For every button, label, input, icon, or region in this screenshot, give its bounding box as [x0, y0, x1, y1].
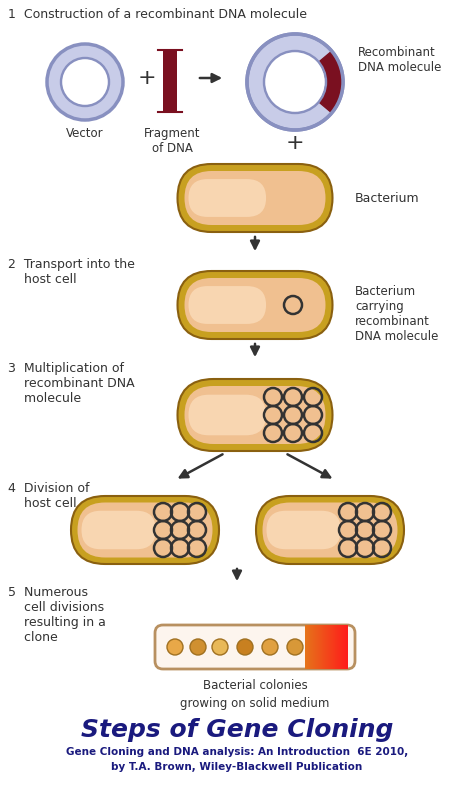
Bar	[326, 625, 327, 669]
Text: 3  Multiplication of
    recombinant DNA
    molecule: 3 Multiplication of recombinant DNA mole…	[8, 362, 135, 405]
FancyBboxPatch shape	[177, 379, 332, 451]
Bar	[330, 625, 331, 669]
Circle shape	[61, 58, 109, 106]
Circle shape	[264, 51, 326, 113]
Text: 5  Numerous
    cell divisions
    resulting in a
    clone: 5 Numerous cell divisions resulting in a…	[8, 586, 106, 644]
Bar	[307, 625, 308, 669]
FancyBboxPatch shape	[71, 496, 219, 564]
Text: 1  Construction of a recombinant DNA molecule: 1 Construction of a recombinant DNA mole…	[8, 8, 307, 21]
Bar	[331, 625, 332, 669]
Bar	[336, 625, 337, 669]
FancyBboxPatch shape	[256, 496, 404, 564]
FancyBboxPatch shape	[189, 179, 266, 217]
Bar	[320, 625, 321, 669]
Circle shape	[262, 639, 278, 655]
Bar	[306, 625, 307, 669]
Text: 2  Transport into the
    host cell: 2 Transport into the host cell	[8, 258, 135, 286]
FancyBboxPatch shape	[189, 286, 266, 324]
Bar	[319, 625, 320, 669]
Bar	[346, 625, 347, 669]
Text: Steps of Gene Cloning: Steps of Gene Cloning	[81, 718, 393, 742]
Circle shape	[190, 639, 206, 655]
Text: +: +	[286, 133, 304, 153]
FancyBboxPatch shape	[155, 625, 355, 669]
FancyBboxPatch shape	[78, 503, 212, 558]
Circle shape	[212, 639, 228, 655]
FancyBboxPatch shape	[184, 171, 326, 225]
Text: Bacterial colonies
growing on solid medium: Bacterial colonies growing on solid medi…	[180, 679, 330, 710]
Bar	[310, 625, 311, 669]
Circle shape	[237, 639, 253, 655]
Text: Gene Cloning and DNA analysis: An Introduction  6E 2010,: Gene Cloning and DNA analysis: An Introd…	[66, 747, 408, 757]
Wedge shape	[319, 51, 343, 113]
Bar	[335, 625, 336, 669]
Bar	[343, 625, 344, 669]
Bar	[322, 625, 323, 669]
Bar	[317, 625, 318, 669]
Bar	[312, 625, 313, 669]
Bar	[321, 625, 322, 669]
Bar	[314, 625, 315, 669]
Text: Vector: Vector	[66, 127, 104, 140]
Bar	[345, 625, 346, 669]
Bar	[347, 625, 348, 669]
Bar	[328, 625, 329, 669]
Bar	[334, 625, 335, 669]
Circle shape	[287, 639, 303, 655]
Text: by T.A. Brown, Wiley-Blackwell Publication: by T.A. Brown, Wiley-Blackwell Publicati…	[111, 762, 363, 772]
Bar	[324, 625, 325, 669]
Bar	[305, 625, 306, 669]
Bar	[313, 625, 314, 669]
Bar	[340, 625, 341, 669]
Bar	[163, 50, 177, 112]
FancyBboxPatch shape	[184, 278, 326, 332]
Circle shape	[247, 34, 343, 130]
Bar	[318, 625, 319, 669]
Bar	[333, 625, 334, 669]
FancyBboxPatch shape	[189, 394, 266, 436]
Text: Recombinant
DNA molecule: Recombinant DNA molecule	[358, 46, 441, 74]
Bar	[323, 625, 324, 669]
FancyBboxPatch shape	[177, 164, 332, 232]
Bar	[337, 625, 338, 669]
Bar	[325, 625, 326, 669]
Bar	[311, 625, 312, 669]
Bar	[332, 625, 333, 669]
Circle shape	[167, 639, 183, 655]
FancyBboxPatch shape	[184, 386, 326, 444]
Bar	[329, 625, 330, 669]
Bar	[327, 625, 328, 669]
Text: Bacterium: Bacterium	[355, 191, 419, 204]
Bar	[341, 625, 342, 669]
FancyBboxPatch shape	[177, 271, 332, 339]
Text: Fragment
of DNA: Fragment of DNA	[144, 127, 200, 155]
Bar	[315, 625, 316, 669]
Bar	[339, 625, 340, 669]
FancyBboxPatch shape	[263, 503, 398, 558]
Bar	[344, 625, 345, 669]
Bar	[342, 625, 343, 669]
Circle shape	[47, 44, 123, 120]
Bar	[308, 625, 309, 669]
FancyBboxPatch shape	[82, 511, 156, 549]
Bar	[309, 625, 310, 669]
Bar	[338, 625, 339, 669]
FancyBboxPatch shape	[266, 511, 341, 549]
Text: +: +	[137, 68, 156, 88]
Text: Bacterium
carrying
recombinant
DNA molecule: Bacterium carrying recombinant DNA molec…	[355, 285, 438, 343]
Bar	[316, 625, 317, 669]
Text: 4  Division of
    host cell: 4 Division of host cell	[8, 482, 90, 510]
